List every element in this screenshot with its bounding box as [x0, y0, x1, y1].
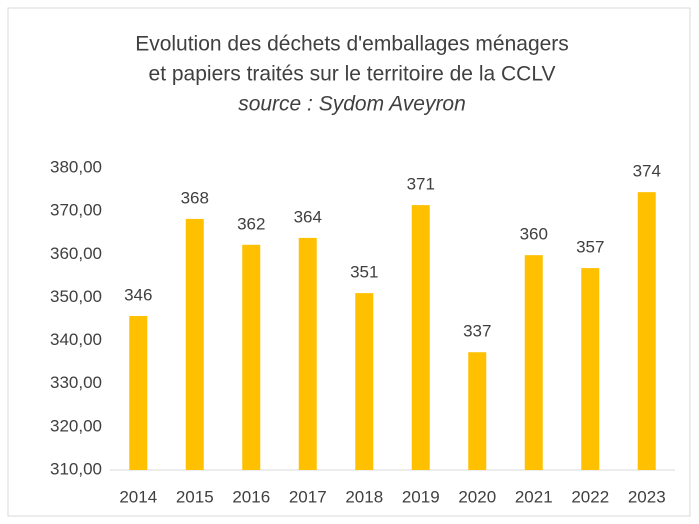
data-label: 346: [124, 285, 152, 304]
x-tick-label: 2022: [571, 487, 609, 506]
data-label: 351: [350, 263, 378, 282]
bar: [581, 268, 600, 470]
bar: [637, 192, 656, 470]
x-tick-label: 2016: [232, 487, 270, 506]
bar: [355, 293, 374, 470]
data-label: 374: [633, 162, 661, 181]
data-label: 368: [181, 188, 209, 207]
y-tick-label: 380,00: [50, 157, 102, 176]
x-tick-label: 2014: [119, 487, 157, 506]
chart-title: et papiers traités sur le territoire de …: [149, 63, 556, 86]
bar: [524, 255, 543, 470]
x-tick-label: 2020: [458, 487, 496, 506]
y-tick-label: 370,00: [50, 201, 102, 220]
x-tick-label: 2021: [515, 487, 553, 506]
x-tick-label: 2015: [176, 487, 214, 506]
chart-title: Evolution des déchets d'emballages ménag…: [135, 33, 569, 56]
y-tick-label: 330,00: [50, 373, 102, 392]
x-tick-label: 2017: [289, 487, 327, 506]
data-label: 357: [576, 238, 604, 257]
y-tick-label: 310,00: [50, 459, 102, 478]
data-label: 362: [237, 214, 265, 233]
x-tick-label: 2023: [628, 487, 666, 506]
y-tick-label: 320,00: [50, 416, 102, 435]
bar: [129, 315, 148, 470]
bar: [185, 218, 204, 470]
chart-border: [7, 7, 691, 517]
bar: [468, 352, 487, 470]
data-label: 371: [407, 175, 435, 194]
x-tick-label: 2019: [402, 487, 440, 506]
y-tick-label: 340,00: [50, 330, 102, 349]
data-label: 364: [294, 207, 322, 226]
bar: [298, 237, 317, 470]
y-tick-label: 350,00: [50, 287, 102, 306]
data-label: 337: [463, 322, 491, 341]
bar: [411, 205, 430, 471]
data-label: 360: [520, 225, 548, 244]
chart-subtitle: source : Sydom Aveyron: [238, 93, 466, 116]
x-tick-label: 2018: [345, 487, 383, 506]
y-tick-label: 360,00: [50, 244, 102, 263]
bar: [242, 244, 261, 470]
